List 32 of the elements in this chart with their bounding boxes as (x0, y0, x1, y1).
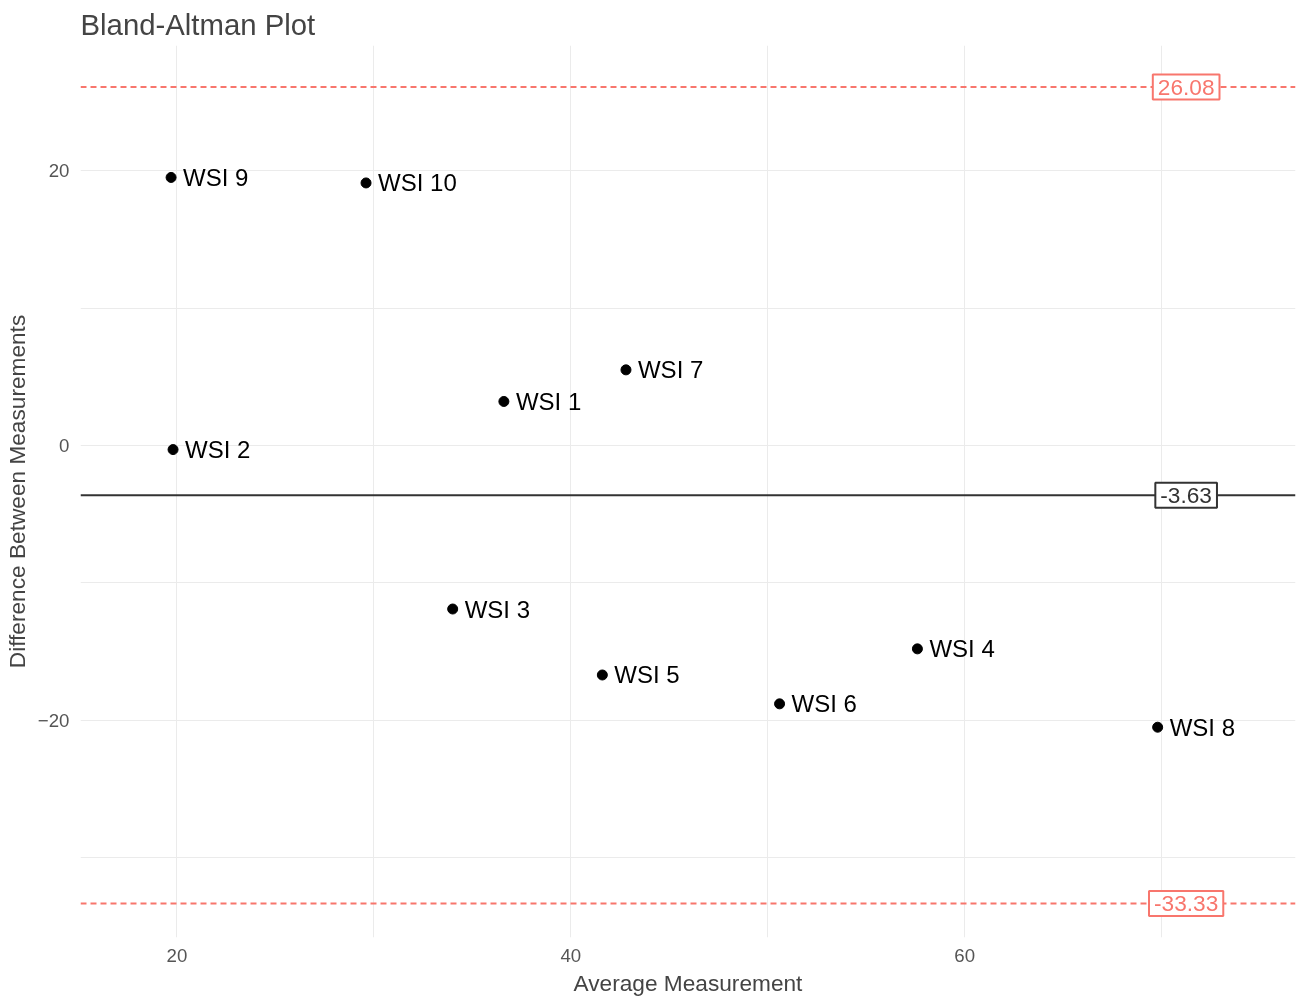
ref-line-label: -3.63 (1160, 481, 1212, 508)
x-tick-label: 60 (954, 944, 976, 966)
point (498, 395, 510, 407)
x-tick-label: 20 (166, 944, 188, 966)
annotation: WSI 2 (185, 436, 251, 464)
y-tick-label: 20 (48, 160, 70, 182)
point (165, 171, 177, 183)
x-tick-label: 40 (560, 944, 582, 966)
annotation: WSI 8 (1169, 713, 1235, 741)
x-axis-title: Average Measurement (573, 969, 804, 996)
y-axis-title: Difference Between Measurements (3, 314, 30, 669)
point (167, 444, 179, 456)
annotation: WSI 6 (791, 690, 857, 718)
ref-line-label: -33.33 (1154, 890, 1219, 917)
chart-title: Bland-Altman Plot (80, 7, 316, 41)
annotation: WSI 7 (637, 356, 704, 384)
y-tick-label: 0 (59, 434, 70, 456)
point (360, 177, 372, 189)
annotation: WSI 4 (929, 635, 995, 663)
annotation: WSI 1 (515, 387, 582, 415)
point (774, 698, 786, 710)
point (620, 364, 632, 376)
point (911, 643, 923, 655)
annotation: WSI 10 (378, 169, 457, 197)
point (596, 669, 608, 681)
ref-line-label: 26.08 (1157, 73, 1215, 100)
annotation: WSI 5 (614, 661, 680, 689)
y-tick-label: −20 (37, 709, 70, 731)
point (447, 603, 459, 615)
annotation: WSI 3 (464, 595, 531, 623)
annotation: WSI 9 (183, 163, 249, 191)
point (1152, 721, 1164, 733)
